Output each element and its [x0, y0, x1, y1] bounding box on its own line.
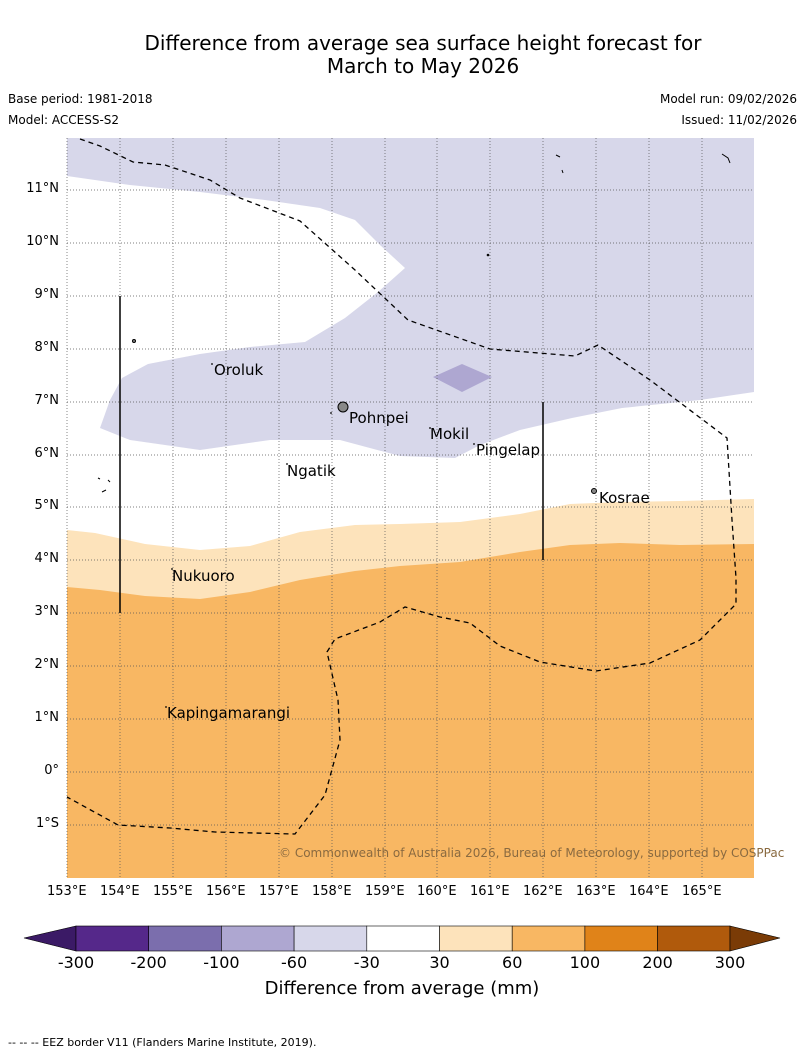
- colorbar: [23, 925, 781, 952]
- eez-footnote: -- -- -- EEZ border V11 (Flanders Marine…: [8, 1036, 317, 1049]
- place-pohnpei: Pohnpei: [349, 409, 409, 427]
- lon-label: 153°E: [47, 884, 87, 899]
- lat-label: 4°N: [34, 551, 60, 566]
- lon-label: 159°E: [365, 884, 405, 899]
- colorbar-tick: -60: [281, 953, 308, 972]
- model-run: Model run: 09/02/2026: [659, 92, 797, 106]
- lat-label: 1°N: [34, 710, 60, 725]
- lat-label: 2°N: [34, 657, 60, 672]
- lat-label: 1°S: [35, 816, 59, 831]
- eez-border: [66, 138, 737, 835]
- lat-label: 0°: [44, 763, 59, 778]
- colorbar-tick: -30: [353, 953, 380, 972]
- lat-label: 7°N: [34, 393, 60, 408]
- lat-label: 11°N: [26, 181, 59, 196]
- lon-label: 165°E: [682, 884, 722, 899]
- colorbar-tick: 100: [569, 953, 601, 972]
- place-mokil: Mokil: [430, 425, 470, 443]
- island-kosrae: [591, 488, 597, 494]
- purple-patch: [433, 364, 492, 392]
- place-ngatik: Ngatik: [287, 462, 336, 480]
- gridlines: [66, 138, 754, 878]
- place-kosrae: Kosrae: [599, 489, 650, 507]
- lon-label: 157°E: [259, 884, 299, 899]
- colorbar-tick: 300: [714, 953, 746, 972]
- islands: [97, 153, 731, 494]
- title-line-2: March to May 2026: [326, 54, 520, 78]
- issued-date: Issued: 11/02/2026: [681, 113, 797, 127]
- lon-label: 161°E: [470, 884, 510, 899]
- colorbar-tick: -200: [130, 953, 167, 972]
- lavender-region-north: [67, 138, 754, 458]
- island-small-1: [132, 339, 136, 343]
- colorbar-tick: 30: [429, 953, 450, 972]
- island-small-2: [486, 253, 490, 257]
- place-pingelap: Pingelap: [476, 441, 541, 459]
- lat-label: 8°N: [34, 340, 60, 355]
- lon-label: 164°E: [629, 884, 669, 899]
- colorbar-label: Difference from average (mm): [264, 978, 540, 999]
- island-pohnpei: [337, 401, 349, 413]
- title-line-1: Difference from average sea surface heig…: [144, 31, 702, 55]
- lon-label: 163°E: [576, 884, 616, 899]
- lat-label: 9°N: [34, 287, 60, 302]
- place-kapingamarangi: Kapingamarangi: [167, 704, 291, 722]
- lat-label: 10°N: [26, 234, 59, 249]
- copyright-credit: © Commonwealth of Australia 2026, Bureau…: [279, 846, 785, 860]
- lon-label: 158°E: [312, 884, 352, 899]
- place-oroluk: Oroluk: [214, 361, 264, 379]
- colorbar-tick: 200: [642, 953, 673, 972]
- chart-title: Difference from average sea surface heig…: [0, 32, 804, 78]
- colorbar-tick: -300: [57, 953, 95, 972]
- lat-label: 3°N: [34, 604, 60, 619]
- colorbar-extend-low: [23, 925, 77, 952]
- base-period: Base period: 1981-2018: [8, 92, 153, 106]
- map-fill-layer: [67, 138, 754, 878]
- lon-label: 154°E: [100, 884, 140, 899]
- colorbar-tick: 60: [502, 953, 523, 972]
- lon-label: 160°E: [417, 884, 457, 899]
- orange-region-south: [67, 543, 754, 878]
- lat-label: 6°N: [34, 446, 60, 461]
- colorbar-tick: -100: [203, 953, 240, 972]
- model-name: Model: ACCESS-S2: [8, 113, 120, 127]
- lat-label: 5°N: [34, 498, 60, 513]
- colorbar-extend-high: [729, 925, 781, 952]
- place-markers: [165, 363, 475, 708]
- lon-label: 156°E: [206, 884, 246, 899]
- lon-label: 162°E: [523, 884, 563, 899]
- lon-label: 155°E: [153, 884, 193, 899]
- place-nukuoro: Nukuoro: [172, 567, 235, 585]
